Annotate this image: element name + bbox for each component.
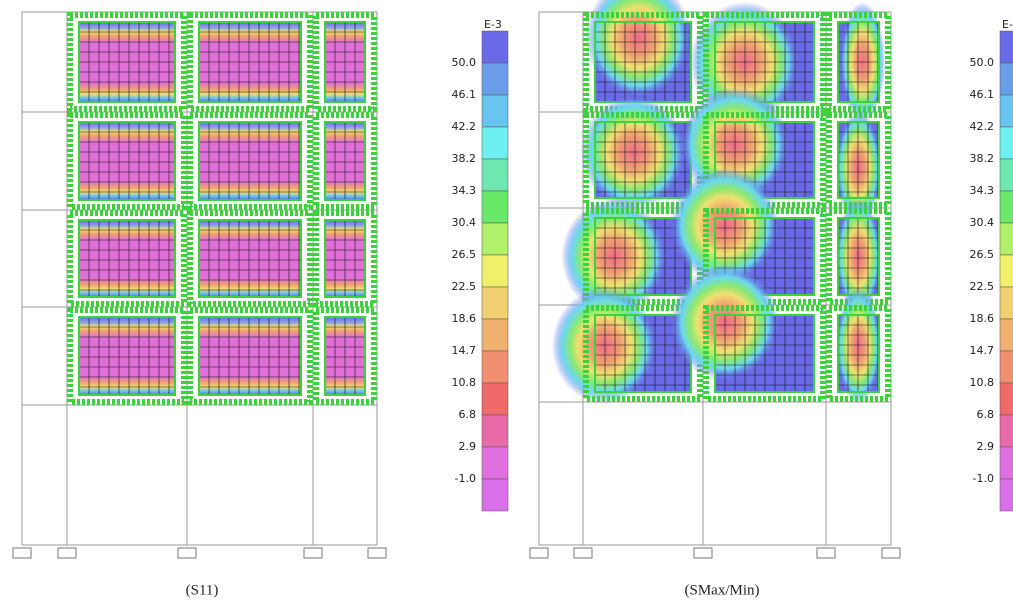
support (178, 548, 196, 558)
colorbar-segment (482, 191, 508, 223)
colorbar-segment (1000, 383, 1013, 415)
caption: (SMax/Min) (685, 582, 760, 598)
colorbar-label: 14.7 (970, 344, 995, 357)
colorbar-label: 6.8 (459, 408, 477, 421)
colorbar-label: -1.0 (455, 472, 476, 485)
colorbar-segment (1000, 191, 1013, 223)
colorbar-label: 46.1 (970, 88, 995, 101)
colorbar-label: 26.5 (970, 248, 995, 261)
contour (199, 220, 301, 297)
contour (79, 220, 175, 297)
colorbar: E-3 50.0 46.1 42.2 38.2 34.3 30.4 26.5 22.5 18.6 1… (452, 18, 509, 511)
colorbar-segment (1000, 223, 1013, 255)
frame (13, 12, 386, 558)
colorbar-segment (1000, 95, 1013, 127)
support (368, 548, 386, 558)
support (530, 548, 548, 558)
colorbar-label: 22.5 (452, 280, 477, 293)
support (304, 548, 322, 558)
colorbar-label: 6.8 (977, 408, 995, 421)
colorbar-segment (482, 63, 508, 95)
colorbar-segment (1000, 415, 1013, 447)
wall-panel (316, 310, 374, 402)
colorbar-label: 46.1 (452, 88, 477, 101)
wall-panel (316, 213, 374, 304)
wall-panel (70, 115, 184, 207)
body: E-3 50.0 46.1 42.2 38.2 34.3 30.4 26.5 22.5 18.6 1… (0, 0, 1013, 608)
colorbar-label: 50.0 (452, 56, 477, 69)
contour (79, 317, 175, 395)
colorbar-label: 50.0 (970, 56, 995, 69)
support (13, 548, 31, 558)
wall-panel (190, 115, 310, 207)
colorbar-unit: E-3 (1002, 18, 1013, 31)
wall-panel (316, 15, 374, 109)
colorbar-segment (1000, 127, 1013, 159)
colorbar-label: 38.2 (452, 152, 477, 165)
colorbar-label: 18.6 (970, 312, 995, 325)
colorbar-label: 10.8 (970, 376, 995, 389)
caption: (S11) (186, 582, 219, 598)
colorbar-segment (482, 447, 508, 479)
colorbar-segment (1000, 479, 1013, 511)
support (574, 548, 592, 558)
colorbar-unit: E-3 (484, 18, 502, 31)
colorbar-segment (482, 159, 508, 191)
colorbar-segment (482, 383, 508, 415)
colorbar-label: 42.2 (452, 120, 477, 133)
colorbar-label: 34.3 (970, 184, 995, 197)
colorbar-segment (1000, 351, 1013, 383)
colorbar-segment (482, 255, 508, 287)
wall-panel (829, 2, 888, 122)
support (694, 548, 712, 558)
colorbar-segment (1000, 63, 1013, 95)
colorbar-label: 14.7 (452, 344, 477, 357)
colorbar-segment (482, 95, 508, 127)
wall-panel (190, 310, 310, 402)
support (58, 548, 76, 558)
colorbar-segment (482, 351, 508, 383)
colorbar-label: 22.5 (970, 280, 995, 293)
figure: E-3 50.0 46.1 42.2 38.2 34.3 30.4 26.5 22.5 18.6 1… (0, 0, 1013, 608)
colorbar-label: 10.8 (452, 376, 477, 389)
colorbar-segment (1000, 31, 1013, 63)
wall-panel (70, 15, 184, 109)
wall-panel (70, 310, 184, 402)
colorbar-label: -1.0 (973, 472, 994, 485)
colorbar-label: 2.9 (459, 440, 477, 453)
colorbar-segment (482, 287, 508, 319)
colorbar-segment (1000, 319, 1013, 351)
wall-panel (190, 15, 310, 109)
colorbar-label: 38.2 (970, 152, 995, 165)
colorbar-label: 42.2 (970, 120, 995, 133)
colorbar-segment (1000, 287, 1013, 319)
colorbar-segment (482, 415, 508, 447)
support (882, 548, 900, 558)
wall-panel (70, 213, 184, 304)
colorbar-label: 18.6 (452, 312, 477, 325)
colorbar-segment (1000, 255, 1013, 287)
frame (530, 0, 900, 558)
colorbar-segment (1000, 447, 1013, 479)
contour (199, 122, 301, 200)
wall-panel (190, 213, 310, 304)
wall-panel (585, 0, 700, 109)
support (817, 548, 835, 558)
wall-panel (316, 115, 374, 207)
contour (79, 122, 175, 200)
colorbar-label: 34.3 (452, 184, 477, 197)
contour (199, 317, 301, 395)
colorbar-segment (482, 223, 508, 255)
colorbar: E-3 50.0 46.1 42.2 38.2 34.3 30.4 26.5 22.5 18.6 1… (970, 18, 1013, 511)
colorbar-segment (1000, 159, 1013, 191)
colorbar-label: 30.4 (452, 216, 477, 229)
colorbar-segment (482, 319, 508, 351)
colorbar-segment (482, 479, 508, 511)
colorbar-label: 30.4 (970, 216, 995, 229)
colorbar-segment (482, 127, 508, 159)
colorbar-segment (482, 31, 508, 63)
colorbar-label: 26.5 (452, 248, 477, 261)
page: Stress contours {"panels": [ {"caption":… (0, 0, 1013, 608)
colorbar-label: 2.9 (977, 440, 995, 453)
